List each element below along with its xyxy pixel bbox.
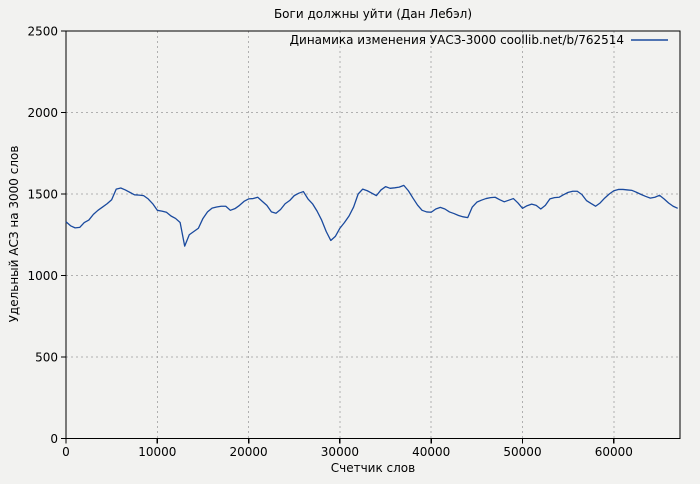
- x-tick-label: 0: [62, 445, 70, 459]
- tick-label-layer: 0 10000 20000 30000 40000 50000 60000 0 500 1000 1…: [27, 25, 632, 460]
- x-tick-label: 10000: [138, 445, 176, 459]
- y-tick-label: 2500: [27, 25, 58, 39]
- y-tick-label: 1500: [27, 188, 58, 202]
- tick-layer: [61, 30, 615, 444]
- x-tick-label: 50000: [503, 445, 541, 459]
- series-line: [65, 184, 678, 247]
- y-tick-label: 500: [35, 351, 58, 365]
- x-tick-label: 20000: [230, 445, 268, 459]
- y-axis-label: Удельный АСЗ на 3000 слов: [7, 146, 21, 323]
- y-tick-label: 2000: [27, 106, 58, 120]
- legend-label: Динамика изменения УАСЗ-3000 coollib.net…: [290, 33, 624, 47]
- x-tick-label: 60000: [595, 445, 633, 459]
- plot-border: [65, 30, 681, 440]
- x-axis-label: Счетчик слов: [331, 461, 415, 475]
- chart-title: Боги должны уйти (Дан Лебэл): [274, 7, 472, 21]
- y-tick-label: 1000: [27, 269, 58, 283]
- x-tick-label: 30000: [321, 445, 359, 459]
- x-tick-label: 40000: [412, 445, 450, 459]
- grid-layer: [66, 31, 680, 439]
- series-layer: [65, 184, 678, 247]
- y-tick-label: 0: [50, 432, 58, 446]
- legend: Динамика изменения УАСЗ-3000 coollib.net…: [290, 33, 668, 47]
